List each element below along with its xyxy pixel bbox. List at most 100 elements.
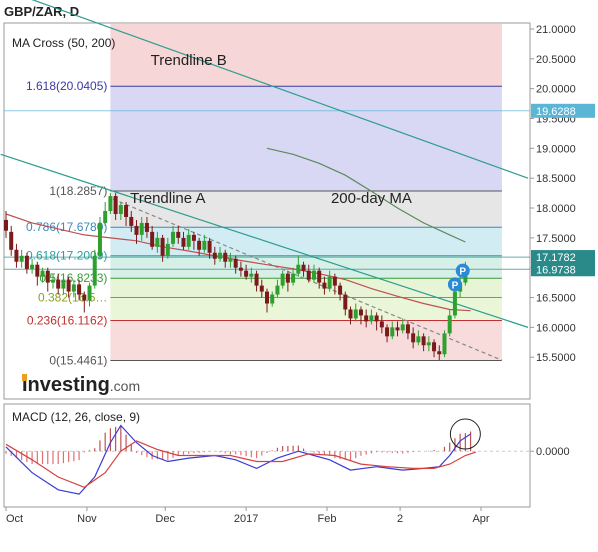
x-tick-label: Nov — [77, 513, 97, 525]
candlesticks — [4, 193, 468, 361]
candle-body — [212, 252, 217, 259]
y-tick-label: 18.0000 — [536, 203, 576, 215]
candle-body — [254, 273, 259, 286]
candle-body — [358, 309, 363, 316]
candle-body — [9, 231, 14, 250]
candle-body — [322, 282, 327, 289]
candle-body — [77, 284, 82, 295]
candle-body — [244, 270, 249, 277]
candle-body — [202, 240, 207, 250]
price-label-box — [531, 250, 595, 265]
candle-body — [338, 285, 343, 295]
fib-level-label: 1(18.2857) — [49, 184, 107, 198]
candle-body — [181, 237, 186, 247]
brand-mark — [22, 374, 27, 381]
candle-body — [233, 258, 238, 268]
ma-cross-label: MA Cross (50, 200) — [12, 36, 115, 50]
fib-level-label: 0.786(17.6780) — [26, 220, 107, 234]
candle-body — [186, 234, 191, 247]
macd-panel[interactable] — [3, 403, 531, 508]
fib-band — [110, 278, 502, 298]
chart-annotation: Trendline A — [130, 190, 205, 207]
chart-annotation: 200-day MA — [331, 190, 412, 207]
candle-body — [144, 222, 149, 232]
y-tick-label: 19.0000 — [536, 143, 576, 155]
candle-body — [395, 327, 400, 331]
candle-body — [4, 219, 8, 231]
ma-50-line — [5, 213, 471, 312]
trendline — [0, 153, 529, 328]
fib-level-label: 0.618(17.2009) — [26, 249, 107, 263]
candle-body — [259, 285, 264, 292]
candle-body — [390, 327, 395, 337]
y-tick-label: 20.0000 — [536, 84, 576, 96]
candle-body — [442, 333, 447, 355]
candle-body — [379, 321, 384, 328]
fibonacci-retracement: 1.618(20.0405) 1(18.2857) 0.786(17.6780) 0.… — [26, 24, 502, 367]
macd-label: MACD (12, 26, close, 9) — [12, 410, 140, 424]
candle-body — [327, 276, 332, 289]
price-label-box — [531, 103, 595, 118]
fib-band — [110, 86, 502, 191]
candle-body — [249, 273, 254, 277]
candle-body — [176, 231, 181, 238]
x-tick-label: Dec — [155, 513, 175, 525]
candle-body — [19, 255, 24, 262]
candle-body — [171, 231, 176, 244]
candle-body — [238, 267, 243, 271]
candle-body — [223, 252, 228, 262]
candle-body — [160, 237, 165, 256]
candle-body — [291, 273, 296, 283]
x-tick-label: 2 — [397, 513, 403, 525]
brand-logo: Investing.com — [22, 374, 140, 396]
p-marker-label: P — [452, 280, 459, 291]
candle-body — [45, 270, 50, 283]
signal-line — [5, 440, 476, 488]
candle-body — [452, 291, 457, 316]
ma-200-line — [266, 147, 466, 243]
candle-body — [24, 255, 29, 269]
candle-body — [447, 315, 452, 334]
candle-body — [165, 243, 170, 256]
macd-y-tick-label: 0.0000 — [536, 446, 570, 458]
y-tick-label: 21.0000 — [536, 24, 576, 36]
candle-body — [364, 315, 369, 322]
p-marker — [455, 263, 470, 278]
price-label-text: 17.1782 — [536, 252, 576, 264]
candle-body — [108, 196, 113, 211]
trendline — [31, 0, 529, 179]
y-tick-label: 16.5000 — [536, 293, 576, 305]
fib-level-label: 0.382(16.5… — [38, 291, 107, 305]
candle-body — [92, 255, 97, 286]
y-tick-label: 18.5000 — [536, 173, 576, 185]
candle-body — [97, 222, 102, 256]
x-tick-label: Oct — [6, 513, 23, 525]
y-tick-label: 15.5000 — [536, 352, 576, 364]
candle-body — [332, 276, 337, 286]
p-marker-label: P — [459, 267, 466, 278]
candle-body — [348, 309, 353, 319]
candle-body — [197, 240, 202, 250]
p-marker — [447, 277, 462, 292]
candle-body — [405, 324, 410, 334]
candle-body — [416, 336, 421, 343]
candle-body — [30, 264, 35, 269]
y-tick-label: 17.5000 — [536, 233, 576, 245]
x-tick-label: 2017 — [234, 513, 258, 525]
candle-body — [280, 273, 285, 286]
candle-body — [353, 309, 358, 319]
candle-body — [296, 264, 301, 274]
candle-body — [103, 211, 108, 223]
candle-body — [50, 279, 55, 283]
candle-body — [432, 342, 437, 352]
chart-title: GBP/ZAR, D — [4, 4, 79, 19]
candle-body — [35, 264, 40, 277]
price-label-box — [531, 262, 595, 277]
fib-level-label: 1.618(20.0405) — [26, 79, 107, 93]
x-axis: Oct Nov Dec 2017 Feb 2 Apr — [5, 507, 490, 525]
candle-body — [71, 284, 76, 292]
candle-body — [270, 294, 275, 304]
candle-body — [66, 279, 71, 292]
y-axis: 15.500016.000016.500017.000017.500018.00… — [530, 24, 595, 364]
